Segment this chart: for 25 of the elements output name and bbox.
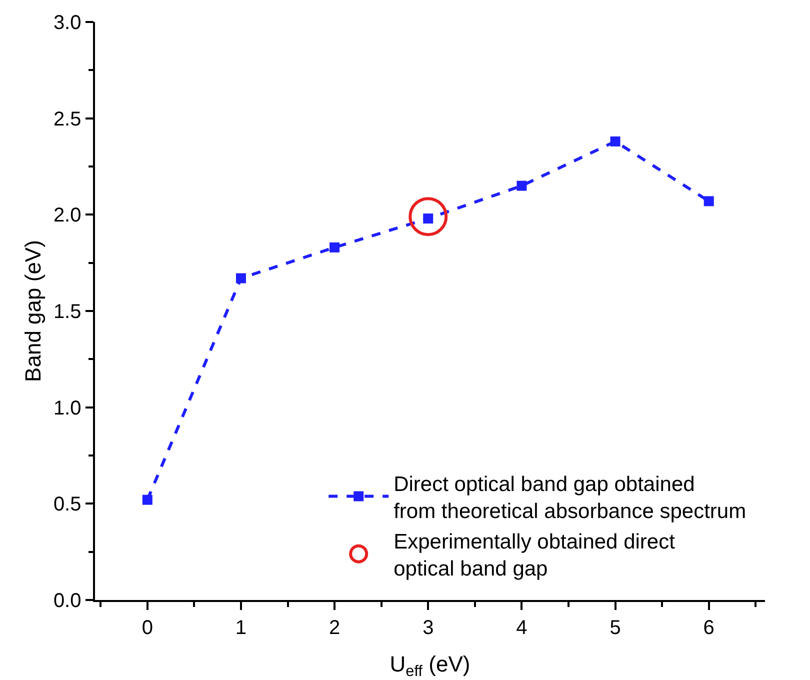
y-axis-title: Band gap (eV) [20, 240, 46, 382]
point [408, 197, 448, 236]
point [516, 180, 527, 191]
x-axis-title: U$_{eff}$ (eV) [390, 651, 470, 680]
x-tick-label: 0 [142, 616, 153, 639]
x-tick-label: 4 [516, 616, 528, 639]
legend-label: Experimentally obtained direct optical band gap [394, 530, 676, 581]
point [330, 242, 340, 252]
y-tick-label: 2.0 [53, 204, 82, 227]
x-tick-label: 6 [703, 616, 714, 639]
x-tick-label: 5 [610, 616, 621, 639]
y-tick-label: 1.5 [53, 301, 82, 323]
x-tick-label: 1 [235, 616, 247, 639]
point [610, 136, 620, 146]
y-tick-label: 0.0 [53, 590, 82, 612]
x-tick-label: 3 [422, 616, 434, 639]
y-tick-label: 0.5 [53, 494, 82, 516]
point [142, 494, 152, 505]
x-tick-label: 2 [328, 616, 340, 639]
y-tick-label: 2.5 [53, 108, 82, 130]
y-tick-label: 1.0 [53, 397, 82, 420]
y-tick-label: 3.0 [53, 12, 82, 34]
legend-label: Direct optical band gap obtained from theoretical absorbance spectrum [394, 472, 746, 524]
point [236, 273, 246, 284]
point [704, 196, 714, 206]
